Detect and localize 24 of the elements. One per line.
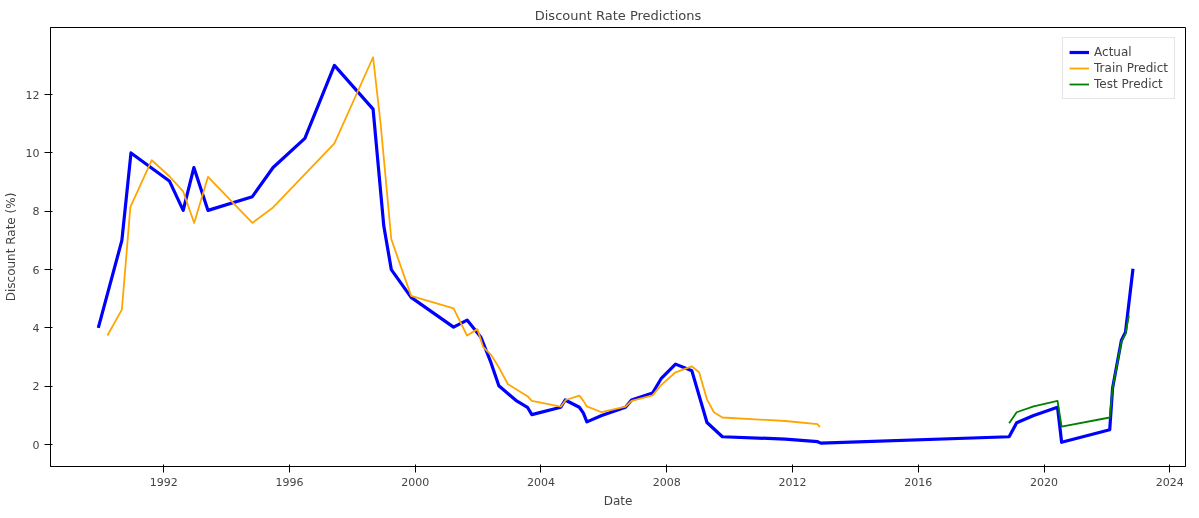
y-tick-label: 10 — [25, 146, 40, 160]
y-tick-label: 6 — [32, 263, 40, 277]
x-tick-label: 2008 — [652, 475, 681, 489]
y-tick-label: 12 — [25, 88, 40, 102]
y-axis-title: Discount Rate (%) — [3, 192, 18, 302]
y-tick-label: 4 — [32, 321, 40, 335]
line-series — [1008, 314, 1130, 428]
x-axis-title: Date — [603, 493, 633, 508]
x-tick-label: 2024 — [1155, 475, 1184, 489]
chart-title: Discount Rate Predictions — [534, 7, 702, 23]
y-tick-label: 8 — [32, 205, 40, 219]
x-tick-label: 2000 — [401, 475, 430, 489]
x-tick-label: 2020 — [1030, 475, 1059, 489]
x-tick-label: 2016 — [904, 475, 933, 489]
x-tick-label: 1996 — [275, 475, 304, 489]
legend-label: Train Predict — [1094, 60, 1168, 76]
y-tick-label: 2 — [32, 380, 40, 394]
x-tick-label: 1992 — [149, 475, 178, 489]
legend-label: Test Predict — [1094, 76, 1163, 92]
y-tick-label: 0 — [32, 438, 40, 452]
legend-label: Actual — [1094, 44, 1132, 60]
line-series — [106, 56, 821, 429]
x-tick-label: 2004 — [526, 475, 555, 489]
x-tick-label: 2012 — [778, 475, 807, 489]
